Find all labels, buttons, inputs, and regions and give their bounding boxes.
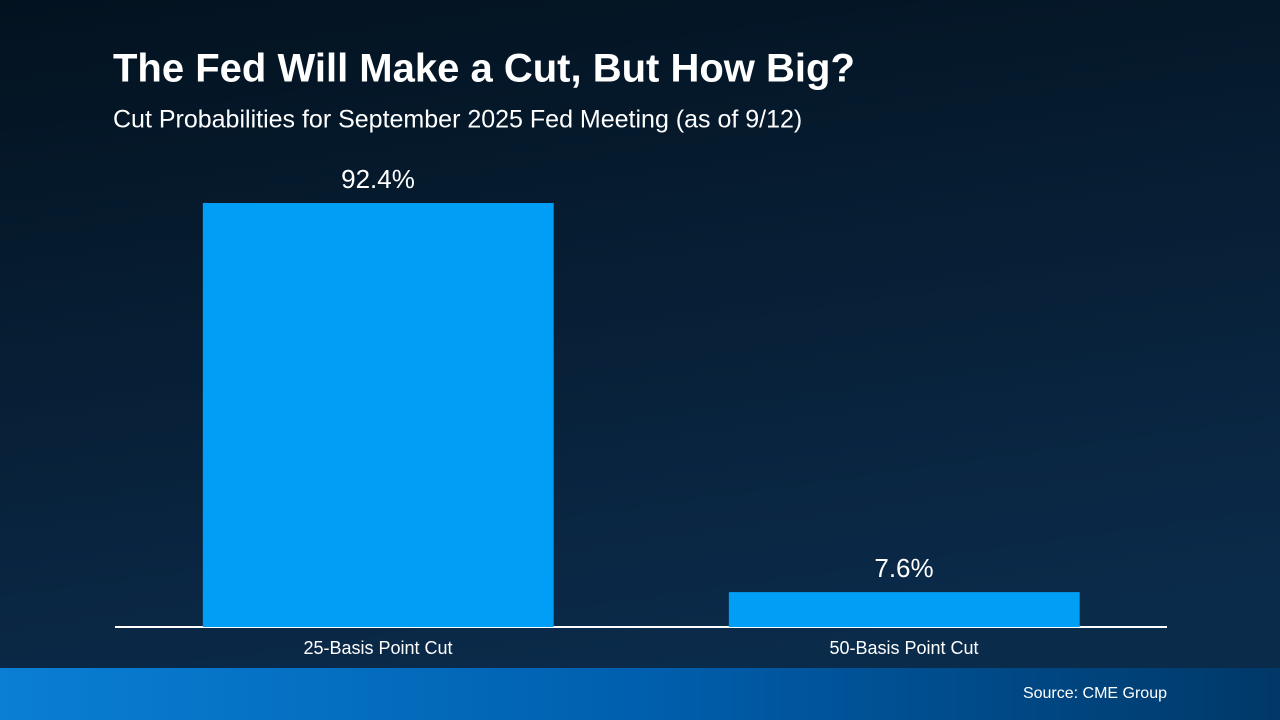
x-tick-label: 25-Basis Point Cut [303, 638, 452, 658]
chart-title: The Fed Will Make a Cut, But How Big? [113, 47, 855, 91]
chart-subtitle: Cut Probabilities for September 2025 Fed… [113, 106, 802, 134]
x-tick-label: 50-Basis Point Cut [829, 638, 978, 658]
footer-band [0, 668, 1280, 720]
source-note: Source: CME Group [1023, 685, 1167, 702]
bar [202, 203, 554, 627]
value-label: 92.4% [341, 164, 415, 194]
value-label: 7.6% [874, 553, 933, 583]
bar [728, 592, 1080, 627]
